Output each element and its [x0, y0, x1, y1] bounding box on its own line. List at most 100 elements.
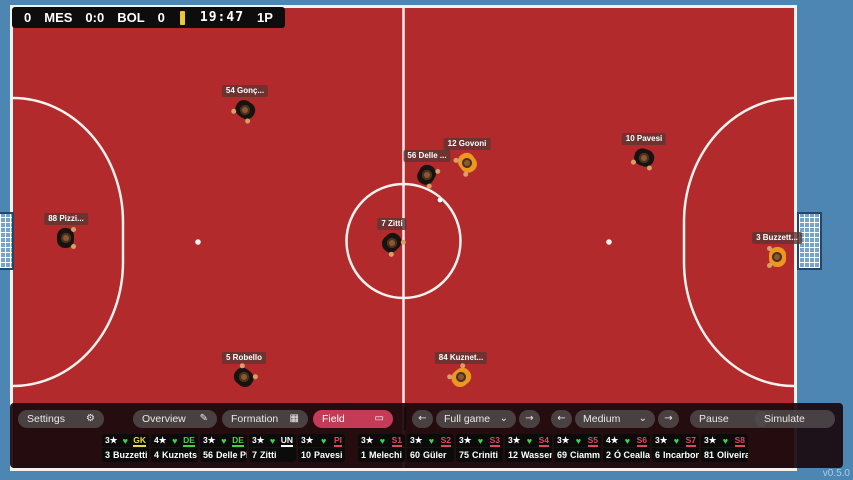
- player-number: 81: [704, 450, 715, 460]
- player-hand: [767, 246, 772, 251]
- player-rating: 3★: [105, 435, 118, 445]
- player-name: Wassen: [521, 450, 552, 460]
- range-forward-button[interactable]: →: [519, 410, 540, 428]
- arrow-left-icon: ←: [418, 413, 427, 424]
- player-name: Buzzetti: [113, 450, 148, 460]
- position-badge: S8: [734, 434, 745, 447]
- fitness-heart-icon: ♥: [122, 435, 128, 446]
- player-label: 88 Pizzi...: [44, 213, 88, 225]
- chevron-down-icon: ⌄: [638, 413, 647, 424]
- player-status-row: 3★ ♥ DE: [200, 434, 247, 447]
- fitness-heart-icon: ♥: [221, 435, 227, 446]
- fitness-heart-icon: ♥: [269, 435, 276, 446]
- scoreboard: 0 MES 0:0 BOL 0 19:47 1P: [12, 7, 285, 28]
- position-badge: GK: [133, 434, 146, 447]
- roster-player-cell[interactable]: 3★ ♥ S4 12 Wassen: [505, 434, 552, 462]
- player-status-row: 3★ ♥ GK: [102, 434, 149, 447]
- position-badge: S6: [636, 434, 647, 447]
- player-label: 54 Gonç...: [221, 85, 269, 97]
- star-icon: ★: [610, 435, 619, 445]
- player-sprite: [53, 225, 79, 251]
- player-label: 10 Pavesi: [621, 133, 667, 145]
- tab-field[interactable]: Field ▭: [313, 410, 393, 428]
- match-clock: 19:47: [199, 10, 245, 25]
- simulate-button[interactable]: Simulate: [755, 410, 835, 428]
- star-icon: ★: [207, 435, 216, 445]
- speed-down-button[interactable]: ←: [551, 410, 572, 428]
- player-name-row: 4 Kuznets: [151, 448, 198, 462]
- player-name: Zitti: [260, 450, 277, 460]
- star-icon: ★: [365, 435, 374, 445]
- player-label: 56 Delle ...: [403, 150, 451, 162]
- player-label: 7 Zitti: [377, 218, 407, 230]
- player-name-row: 10 Pavesi: [298, 448, 345, 462]
- player-rating: 3★: [508, 435, 521, 445]
- roster-player-cell[interactable]: 3★ ♥ UN 7 Zitti: [249, 434, 296, 462]
- player-hand: [630, 158, 637, 166]
- position-badge: S7: [685, 434, 696, 447]
- pause-button[interactable]: Pause: [690, 410, 768, 428]
- roster-player-cell[interactable]: 3★ ♥ S5 69 Ciamm: [554, 434, 601, 462]
- arrow-right-icon: →: [525, 413, 534, 424]
- roster-player-cell[interactable]: 3★ ♥ S7 6 Incarbon: [652, 434, 699, 462]
- star-icon: ★: [561, 435, 570, 445]
- player-number: 4: [154, 450, 160, 460]
- tab-formation[interactable]: Formation ▦: [222, 410, 308, 428]
- player-status-row: 3★ ♥ S4: [505, 434, 552, 447]
- player-status-row: 3★ ♥ S3: [456, 434, 503, 447]
- player-name-row: 56 Delle Pi: [200, 448, 247, 462]
- pencil-icon: ✎: [199, 413, 208, 424]
- panel-divider: [404, 407, 406, 431]
- tab-overview[interactable]: Overview ✎: [133, 410, 217, 428]
- player-name: Ciamm: [570, 450, 601, 460]
- roster-player-cell[interactable]: 4★ ♥ S6 2 Ó Ceallai: [603, 434, 650, 462]
- player-status-row: 4★ ♥ DE: [151, 434, 198, 447]
- player-number: 69: [557, 450, 568, 460]
- player-status-row: 3★ ♥ UN: [249, 434, 296, 447]
- speed-select[interactable]: Medium ⌄: [575, 410, 655, 428]
- player-rating: 3★: [203, 435, 216, 445]
- roster-away: 3★ ♥ S1 1 Melechi 3★ ♥ S2 60 Güler 3★ ♥ S3 75 Criniti 3…: [358, 434, 748, 462]
- player-name-row: 75 Criniti: [456, 448, 503, 462]
- player-name: Delle Pi: [216, 450, 247, 460]
- player-rating: 3★: [704, 435, 717, 445]
- position-badge: S3: [489, 434, 500, 447]
- speed-select-value: Medium: [583, 413, 621, 425]
- settings-button[interactable]: Settings ⚙: [18, 410, 104, 428]
- player-head: [61, 233, 71, 243]
- player-rating: 4★: [606, 435, 619, 445]
- player-name: Güler: [423, 450, 447, 460]
- player-number: 60: [410, 450, 421, 460]
- player-number: 75: [459, 450, 470, 460]
- arrow-right-icon: →: [664, 413, 673, 424]
- position-badge: DE: [183, 434, 195, 447]
- roster-player-cell[interactable]: 3★ ♥ PI 10 Pavesi: [298, 434, 345, 462]
- away-extra-score: 0: [157, 10, 165, 25]
- player-name-row: 3 Buzzetti: [102, 448, 149, 462]
- range-select-value: Full game: [444, 413, 491, 425]
- player-number: 12: [508, 450, 519, 460]
- range-select[interactable]: Full game ⌄: [436, 410, 516, 428]
- arrow-left-icon: ←: [557, 413, 566, 424]
- roster-player-cell[interactable]: 3★ ♥ GK 3 Buzzetti: [102, 434, 149, 462]
- speed-up-button[interactable]: →: [658, 410, 679, 428]
- roster-player-cell[interactable]: 3★ ♥ S2 60 Güler: [407, 434, 454, 462]
- fitness-heart-icon: ♥: [172, 435, 178, 446]
- player-status-row: 3★ ♥ S2: [407, 434, 454, 447]
- roster-player-cell[interactable]: 4★ ♥ DE 4 Kuznets: [151, 434, 198, 462]
- fitness-heart-icon: ♥: [624, 435, 631, 446]
- roster-player-cell[interactable]: 3★ ♥ S3 75 Criniti: [456, 434, 503, 462]
- player-rating: 3★: [361, 435, 374, 445]
- fitness-heart-icon: ♥: [673, 435, 680, 446]
- position-badge: UN: [280, 434, 293, 447]
- ball: [437, 197, 443, 203]
- player-hand: [425, 182, 433, 190]
- range-back-button[interactable]: ←: [412, 410, 433, 428]
- roster-player-cell[interactable]: 3★ ♥ S8 81 Oliveira: [701, 434, 748, 462]
- player-status-row: 3★ ♥ S1: [358, 434, 405, 447]
- simulate-label: Simulate: [764, 413, 805, 425]
- roster-player-cell[interactable]: 3★ ♥ S1 1 Melechi: [358, 434, 405, 462]
- player-name: Pavesi: [314, 450, 343, 460]
- roster-player-cell[interactable]: 3★ ♥ DE 56 Delle Pi: [200, 434, 247, 462]
